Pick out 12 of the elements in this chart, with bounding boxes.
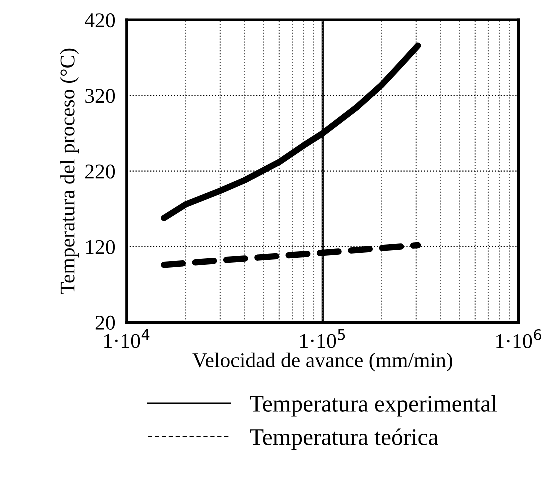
y-tick-label: 20 <box>96 316 116 330</box>
y-axis-title: Temperatura del proceso (°C) <box>60 48 80 294</box>
x-tick-label: 1·10$^{5}$ <box>300 329 346 348</box>
y-tick-label: 120 <box>86 240 116 254</box>
y-tick-label: 420 <box>85 14 116 28</box>
y-tick-label: 220 <box>86 164 116 179</box>
x-axis-title: Velocidad de avance (mm/min) <box>192 352 452 372</box>
x-tick-label: 1·10$^{6}$ <box>496 329 542 348</box>
legend-label: Temperatura experimental <box>250 395 498 417</box>
x-tick-label: 1·10$^{4}$ <box>104 329 150 348</box>
y-tick-label: 320 <box>86 89 116 104</box>
legend-label: Temperatura teórica <box>250 428 438 450</box>
